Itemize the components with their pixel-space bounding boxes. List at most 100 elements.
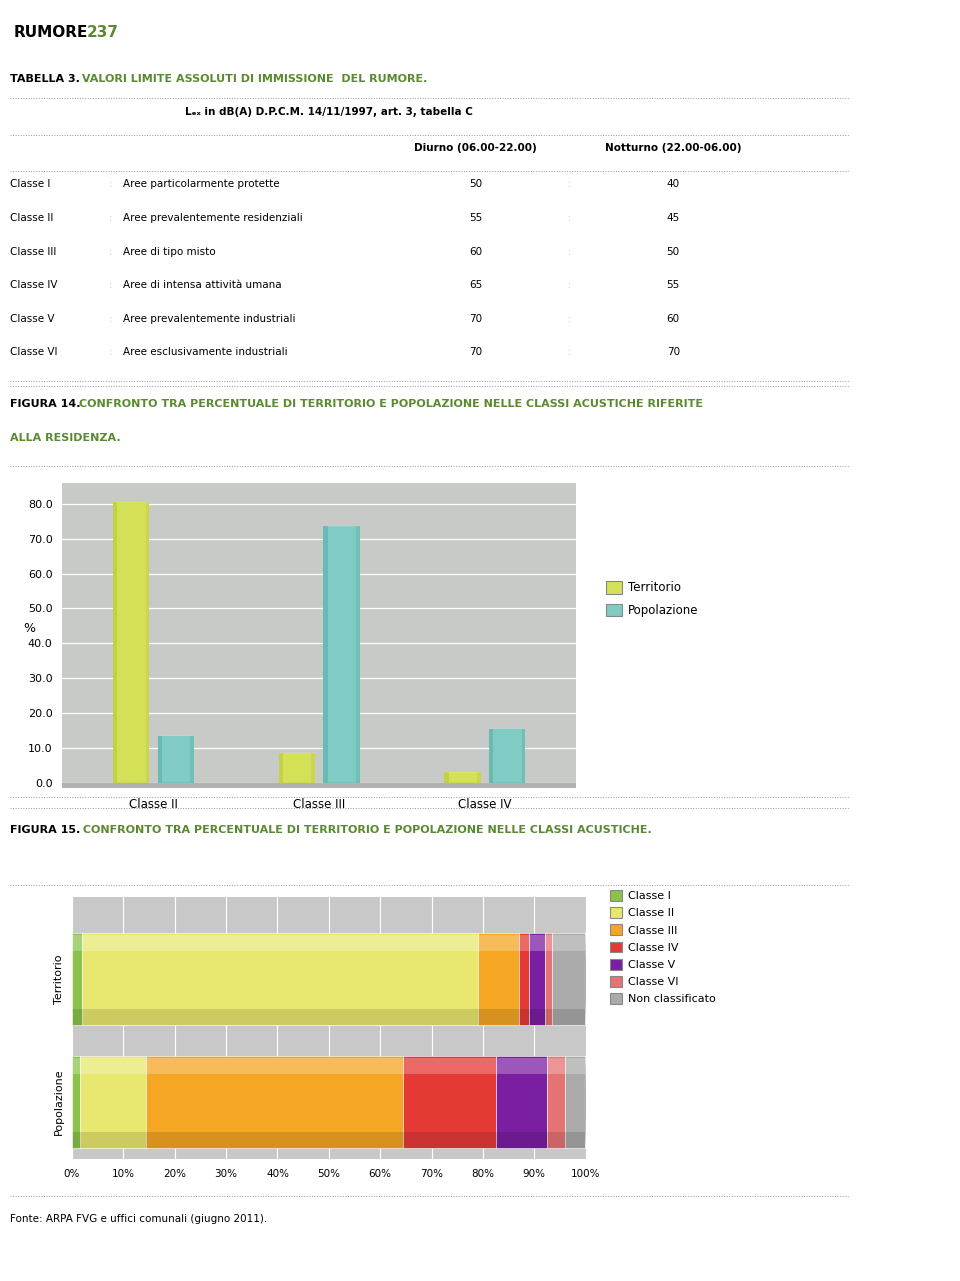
Bar xyxy=(190,735,194,783)
Text: Classe VI: Classe VI xyxy=(10,347,57,357)
Text: 40: 40 xyxy=(666,179,680,190)
Text: CONFRONTO TRA PERCENTUALE DI TERRITORIO E POPOLAZIONE NELLE CLASSI ACUSTICHE RIF: CONFRONTO TRA PERCENTUALE DI TERRITORIO … xyxy=(80,400,704,409)
Text: :: : xyxy=(108,281,112,291)
Bar xyxy=(83,1008,478,1025)
Text: TABELLA 3.: TABELLA 3. xyxy=(10,73,80,83)
Bar xyxy=(113,502,150,783)
Text: RUMORE: RUMORE xyxy=(13,26,88,40)
Text: :: : xyxy=(108,314,112,324)
Text: 60: 60 xyxy=(666,314,680,324)
Text: :: : xyxy=(108,347,112,357)
Bar xyxy=(518,933,529,1025)
Text: 70: 70 xyxy=(469,347,482,357)
Bar xyxy=(518,935,529,952)
Text: Aree prevalentemente residenziali: Aree prevalentemente residenziali xyxy=(123,213,302,223)
Bar xyxy=(444,772,448,783)
Legend: Territorio, Popolazione: Territorio, Popolazione xyxy=(601,576,704,621)
Text: FIGURA 15.: FIGURA 15. xyxy=(10,825,80,835)
Bar xyxy=(157,735,162,783)
Bar xyxy=(495,1056,547,1148)
Text: VALORI LIMITE ASSOLUTI DI IMMISSIONE  DEL RUMORE.: VALORI LIMITE ASSOLUTI DI IMMISSIONE DEL… xyxy=(79,73,428,83)
Text: Classe II: Classe II xyxy=(10,213,53,223)
Text: Notturno (22.00-06.00): Notturno (22.00-06.00) xyxy=(605,142,741,152)
Bar xyxy=(403,1131,495,1148)
Bar xyxy=(444,772,481,783)
Bar xyxy=(477,772,481,783)
Text: Fonte: ARPA FVG e uffici comunali (giugno 2011).: Fonte: ARPA FVG e uffici comunali (giugn… xyxy=(10,1214,267,1223)
Bar xyxy=(547,1058,565,1075)
Text: Lₑₓ in dB(A) D.P.C.M. 14/11/1997, art. 3, tabella C: Lₑₓ in dB(A) D.P.C.M. 14/11/1997, art. 3… xyxy=(185,108,472,118)
Bar xyxy=(547,1131,565,1148)
Text: :: : xyxy=(568,246,571,256)
Text: 70: 70 xyxy=(469,314,482,324)
Text: 50: 50 xyxy=(666,246,680,256)
Bar xyxy=(80,1131,147,1148)
Bar xyxy=(278,753,315,783)
Bar xyxy=(495,1131,547,1148)
Bar xyxy=(565,1058,586,1075)
Bar xyxy=(565,1131,586,1148)
Bar xyxy=(544,1008,552,1025)
Bar xyxy=(83,935,478,952)
Text: :: : xyxy=(568,314,571,324)
Bar xyxy=(489,729,525,783)
Text: 55: 55 xyxy=(666,281,680,291)
Bar xyxy=(72,933,83,1025)
Text: FIGURA 14.: FIGURA 14. xyxy=(10,400,80,409)
Text: Classe V: Classe V xyxy=(10,314,54,324)
Bar xyxy=(565,1056,586,1148)
Bar xyxy=(478,1008,518,1025)
Bar xyxy=(324,526,360,783)
Bar xyxy=(72,1056,80,1148)
Bar xyxy=(529,933,544,1025)
Text: :: : xyxy=(568,179,571,190)
Bar xyxy=(489,729,493,783)
Bar xyxy=(552,933,586,1025)
Bar xyxy=(80,1058,147,1075)
Bar xyxy=(403,1058,495,1075)
Bar xyxy=(529,1008,544,1025)
Bar xyxy=(547,1056,565,1148)
Text: Aree particolarmente protette: Aree particolarmente protette xyxy=(123,179,279,190)
Text: AMBIENTE, SALUTE E QUALITÀ DELLA VITA >: AMBIENTE, SALUTE E QUALITÀ DELLA VITA > xyxy=(904,464,913,689)
Text: 45: 45 xyxy=(666,213,680,223)
Bar xyxy=(518,1008,529,1025)
Text: Classe III: Classe III xyxy=(10,246,56,256)
Text: 65: 65 xyxy=(469,281,483,291)
Text: Aree prevalentemente industriali: Aree prevalentemente industriali xyxy=(123,314,296,324)
Y-axis label: %: % xyxy=(23,623,35,635)
Text: 237: 237 xyxy=(86,26,119,40)
Text: Diurno (06.00-22.00): Diurno (06.00-22.00) xyxy=(415,142,538,152)
Bar xyxy=(83,933,478,1025)
Text: CONFRONTO TRA PERCENTUALE DI TERRITORIO E POPOLAZIONE NELLE CLASSI ACUSTICHE.: CONFRONTO TRA PERCENTUALE DI TERRITORIO … xyxy=(80,825,652,835)
Text: :: : xyxy=(108,246,112,256)
Bar xyxy=(552,935,586,952)
Bar xyxy=(72,1131,80,1148)
Text: Aree di intensa attività umana: Aree di intensa attività umana xyxy=(123,281,281,291)
Bar xyxy=(356,526,360,783)
Text: :: : xyxy=(568,281,571,291)
Text: Classe I: Classe I xyxy=(10,179,50,190)
Bar xyxy=(311,753,315,783)
Bar xyxy=(529,935,544,952)
Text: :: : xyxy=(108,179,112,190)
Bar xyxy=(80,1056,147,1148)
Text: :: : xyxy=(568,347,571,357)
Bar xyxy=(403,1056,495,1148)
Text: ALLA RESIDENZA.: ALLA RESIDENZA. xyxy=(10,433,120,443)
Bar xyxy=(278,753,283,783)
Bar xyxy=(544,933,552,1025)
Text: 55: 55 xyxy=(469,213,483,223)
Text: :: : xyxy=(568,213,571,223)
Legend: Classe I, Classe II, Classe III, Classe IV, Classe V, Classe VI, Non classificat: Classe I, Classe II, Classe III, Classe … xyxy=(606,885,720,1009)
Bar xyxy=(146,502,150,783)
Text: :: : xyxy=(108,213,112,223)
Bar xyxy=(478,933,518,1025)
Bar xyxy=(72,935,83,952)
Bar xyxy=(522,729,525,783)
Text: 50: 50 xyxy=(469,179,482,190)
Bar xyxy=(157,735,194,783)
Bar xyxy=(113,502,117,783)
Text: Aree esclusivamente industriali: Aree esclusivamente industriali xyxy=(123,347,288,357)
Text: 60: 60 xyxy=(469,246,482,256)
